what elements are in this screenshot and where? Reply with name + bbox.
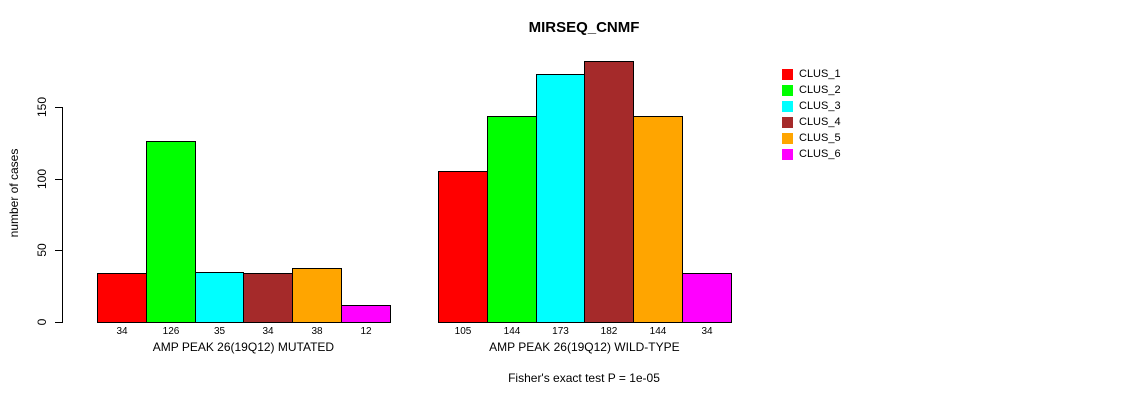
y-axis-tick-label: 150	[35, 96, 49, 118]
legend-item-clus_4: CLUS_4	[782, 114, 841, 130]
group-label-1: AMP PEAK 26(19Q12) MUTATED	[152, 340, 335, 354]
legend-item-clus_6: CLUS_6	[782, 146, 841, 162]
y-axis-tick	[55, 322, 63, 323]
legend-label: CLUS_5	[799, 132, 841, 144]
bar-value-label: 12	[360, 326, 372, 337]
y-axis-tick-label: 0	[35, 318, 49, 326]
bar-clus_2-group2	[487, 116, 537, 323]
legend-label: CLUS_1	[799, 68, 841, 80]
legend-label: CLUS_2	[799, 84, 841, 96]
legend-label: CLUS_3	[799, 100, 841, 112]
legend-swatch-icon	[782, 68, 793, 80]
legend-swatch-icon	[782, 148, 793, 160]
y-axis-tick-label: 50	[35, 243, 49, 257]
bar-clus_5-group1	[292, 268, 342, 323]
y-axis-tick	[55, 179, 63, 180]
legend-item-clus_5: CLUS_5	[782, 130, 841, 146]
legend: CLUS_1 CLUS_2 CLUS_3 CLUS_4 CLUS_5 CLUS_6	[782, 66, 841, 162]
bar-value-label: 105	[454, 326, 472, 337]
legend-swatch-icon	[782, 100, 793, 112]
bar-clus_1-group1	[97, 273, 147, 323]
bar-value-label: 126	[162, 326, 180, 337]
bar-clus_2-group1	[146, 141, 196, 323]
chart-title: MIRSEQ_CNMF	[528, 19, 640, 36]
bar-value-label: 34	[116, 326, 128, 337]
bar-clus_3-group1	[195, 272, 244, 323]
bar-value-label: 144	[503, 326, 521, 337]
legend-item-clus_3: CLUS_3	[782, 98, 841, 114]
bar-value-label: 144	[649, 326, 667, 337]
y-axis-line	[62, 107, 63, 323]
bar-clus_4-group2	[584, 61, 634, 323]
bar-value-label: 34	[262, 326, 274, 337]
group-label-2: AMP PEAK 26(19Q12) WILD-TYPE	[489, 340, 680, 354]
bar-value-label: 182	[600, 326, 618, 337]
y-axis-tick-label: 100	[35, 168, 49, 190]
bar-value-label: 173	[552, 326, 569, 337]
legend-label: CLUS_6	[799, 148, 841, 160]
legend-label: CLUS_4	[799, 116, 841, 128]
legend-item-clus_1: CLUS_1	[782, 66, 841, 82]
bar-clus_6-group2	[682, 273, 732, 323]
bar-clus_5-group2	[633, 116, 683, 323]
bar-clus_4-group1	[243, 273, 293, 323]
legend-item-clus_2: CLUS_2	[782, 82, 841, 98]
y-axis-tick	[55, 107, 63, 108]
bar-clus_3-group2	[536, 74, 585, 323]
y-axis-label: number of cases	[7, 148, 21, 238]
bar-value-label: 35	[213, 326, 226, 337]
y-axis-tick	[55, 250, 63, 251]
legend-swatch-icon	[782, 116, 793, 128]
annotation-fisher-test: Fisher's exact test P = 1e-05	[508, 371, 660, 385]
bar-clus_1-group2	[438, 171, 488, 323]
bar-clus_6-group1	[341, 305, 391, 323]
bar-value-label: 34	[701, 326, 713, 337]
legend-swatch-icon	[782, 132, 793, 144]
legend-swatch-icon	[782, 84, 793, 96]
bar-value-label: 38	[311, 326, 323, 337]
